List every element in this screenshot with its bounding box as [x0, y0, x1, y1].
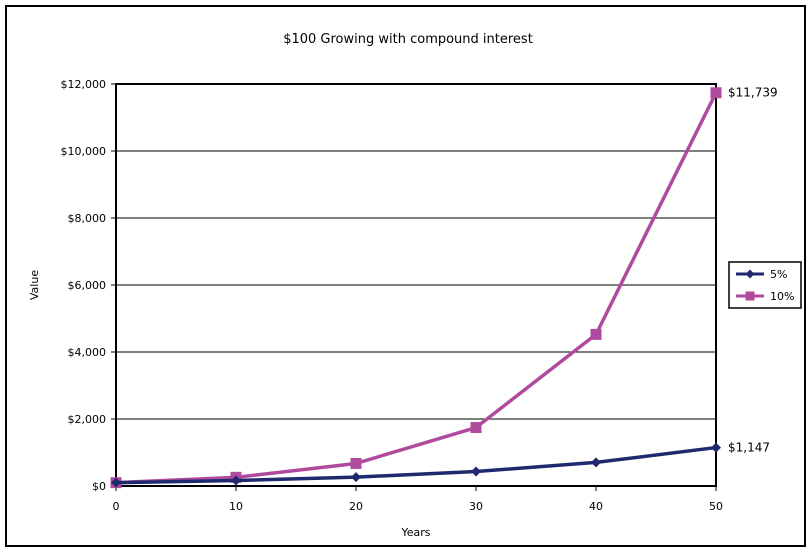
chart-frame	[5, 5, 806, 547]
data-point-5pct	[231, 475, 241, 486]
y-tick-label: $10,000	[61, 145, 107, 158]
data-point-10pct	[710, 87, 722, 99]
x-tick-label: 20	[349, 500, 363, 513]
chart-title: $100 Growing with compound interest	[283, 32, 533, 47]
axis-ticks: $0 $2,000 $4,000 $6,000 $8,000 $10,000 $12,000…	[61, 78, 724, 513]
y-tick-label: $2,000	[68, 413, 107, 426]
data-point-5pct	[351, 472, 361, 483]
data-point-5pct	[591, 457, 601, 468]
data-point-5pct	[471, 466, 481, 477]
x-tick-label: 50	[709, 500, 723, 513]
x-tick-label: 40	[589, 500, 603, 513]
series-line-10pct	[115, 91, 718, 485]
y-tick-label: $12,000	[61, 78, 107, 91]
y-axis-title: Value	[28, 270, 41, 300]
end-value-label-10pct: $11,739	[728, 86, 778, 100]
legend-box	[728, 261, 802, 309]
y-tick-label: $0	[92, 480, 106, 493]
data-point-10pct	[590, 328, 602, 340]
legend-label-10pct: 10%	[770, 290, 794, 303]
series-5pct: $1,147	[111, 441, 770, 488]
y-tick-label: $8,000	[68, 212, 107, 225]
y-tick-label: $6,000	[68, 279, 107, 292]
x-tick-label: 30	[469, 500, 483, 513]
y-tick-label: $4,000	[68, 346, 107, 359]
x-tick-label: 0	[113, 500, 120, 513]
series-layer: $11,739 $1,147	[110, 86, 778, 489]
data-point-10pct	[350, 457, 362, 469]
data-point-5pct	[711, 442, 721, 453]
legend: 5% 10%	[728, 261, 802, 309]
grid-lines	[116, 150, 716, 420]
x-axis-title: Years	[400, 526, 430, 539]
data-point-10pct	[470, 422, 482, 434]
legend-label-5pct: 5%	[770, 268, 787, 281]
end-value-label-5pct: $1,147	[728, 441, 770, 455]
x-tick-label: 10	[229, 500, 243, 513]
legend-marker-5pct	[745, 269, 755, 279]
series-line-5pct	[115, 445, 717, 485]
legend-marker-10pct	[745, 291, 755, 301]
data-point-5pct	[111, 477, 121, 488]
